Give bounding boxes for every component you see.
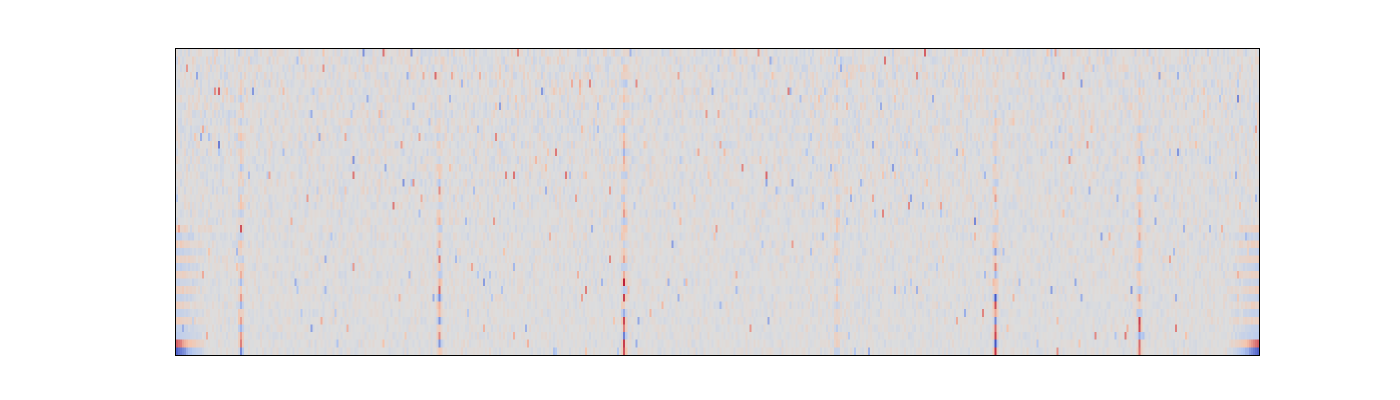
heatmap-image xyxy=(176,49,1259,355)
heatmap-plot-area xyxy=(175,48,1260,356)
